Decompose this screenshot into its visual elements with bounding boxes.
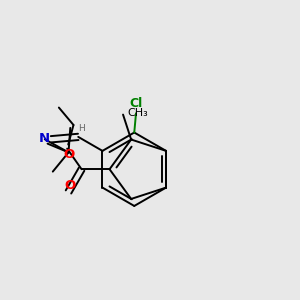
Text: Cl: Cl (129, 97, 142, 110)
Text: O: O (64, 179, 76, 192)
Text: H: H (78, 124, 84, 133)
Text: O: O (63, 148, 74, 161)
Text: CH₃: CH₃ (127, 108, 148, 118)
Text: N: N (39, 132, 50, 145)
